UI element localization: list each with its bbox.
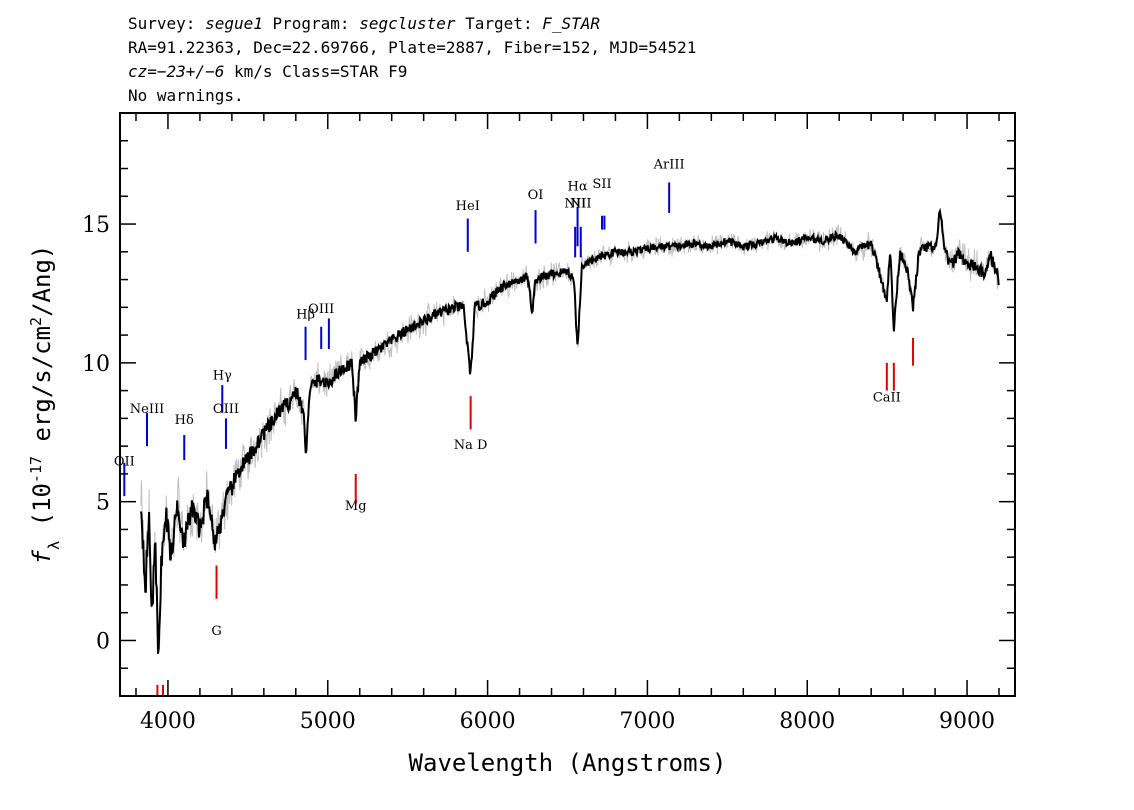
- emission-line-label: Hδ: [175, 413, 194, 428]
- y-axis-label: fλ (10-17 erg/s/cm2/Ang): [27, 245, 63, 565]
- emission-line-label: OII: [114, 455, 135, 470]
- x-tick-label: 6000: [460, 709, 516, 734]
- emission-line-label: Hβ: [296, 307, 315, 322]
- x-tick-label: 5000: [300, 709, 356, 734]
- target-value: F_STAR: [542, 14, 601, 33]
- x-axis-label: Wavelength (Angstroms): [409, 749, 727, 777]
- class-info: km/s Class=STAR F9: [224, 62, 408, 81]
- target-label: Target:: [455, 14, 543, 33]
- y-tick-label: 0: [96, 629, 110, 654]
- flux-curve: [139, 207, 1000, 654]
- emission-line-label: OIII: [308, 302, 334, 317]
- noise-curve: [140, 212, 1000, 653]
- y-tick-label: 5: [96, 491, 110, 516]
- emission-line-label: NII: [564, 196, 586, 211]
- program-value: segcluster: [359, 14, 456, 33]
- emission-line-label: OIII: [213, 402, 239, 417]
- absorption-line-label: Mg: [345, 499, 367, 514]
- flux-series: [139, 207, 1000, 654]
- y-tick-label: 15: [82, 213, 110, 238]
- spectral-line-markers: OIINeIIIHδHγOIIIHβOIIIHeIOINIIHαNIISIIAr…: [114, 158, 915, 696]
- plot-frame: [119, 112, 1016, 697]
- x-tick-label: 4000: [140, 709, 196, 734]
- absorption-line-label: Na D: [454, 438, 488, 453]
- header-line-1: Survey: segue1 Program: segcluster Targe…: [128, 12, 696, 36]
- absorption-line-label: G: [211, 624, 221, 639]
- x-tick-label: 9000: [939, 709, 995, 734]
- header-line-4: No warnings.: [128, 86, 244, 105]
- emission-line-label: ArIII: [653, 158, 685, 173]
- noise-envelope: [140, 212, 1000, 653]
- emission-line-label: Hα: [568, 180, 588, 195]
- survey-value: segue1: [205, 14, 263, 33]
- emission-line-label: HeI: [456, 199, 480, 214]
- x-tick-label: 7000: [619, 709, 675, 734]
- emission-line-label: SII: [592, 177, 611, 192]
- emission-line-label: NeIII: [130, 402, 164, 417]
- emission-line-label: Hγ: [213, 369, 232, 384]
- emission-line-label: NII: [570, 196, 592, 211]
- program-label: Program:: [262, 14, 360, 33]
- x-tick-label: 8000: [779, 709, 835, 734]
- plot-header: Survey: segue1 Program: segcluster Targe…: [128, 12, 696, 108]
- survey-label: Survey:: [128, 14, 206, 33]
- y-tick-label: 10: [82, 352, 110, 377]
- header-line-3: cz=−23+/−6 km/s Class=STAR F9: [128, 60, 696, 84]
- redshift-value: cz=−23+/−6: [128, 62, 225, 81]
- absorption-line-label: CaII: [873, 391, 901, 406]
- header-line-2: RA=91.22363, Dec=22.69766, Plate=2887, F…: [128, 38, 697, 57]
- emission-line-label: OI: [528, 188, 544, 203]
- axis-ticks: 4000 5000 6000 7000 8000 9000 0 5 10 15: [82, 113, 1015, 734]
